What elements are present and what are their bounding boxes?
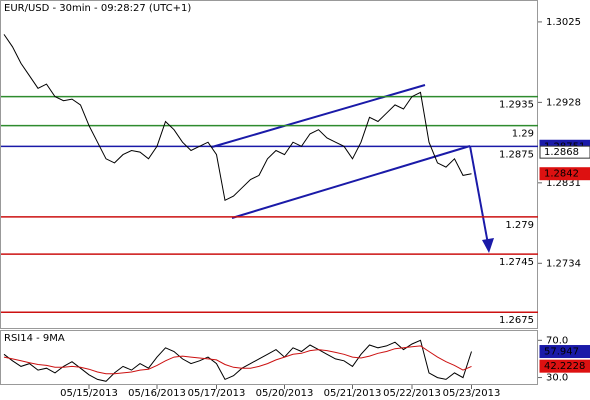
y-tick-label: 70.0 (546, 335, 568, 346)
chart-title: EUR/USD - 30min - 09:28:27 (UTC+1) (4, 3, 191, 14)
price-marker-label: 1.2868 (544, 147, 579, 158)
price-marker (539, 359, 590, 373)
x-tick-label: 05/21/2013 (324, 388, 382, 399)
level-label: 1.279 (505, 220, 534, 231)
channel-upper (211, 84, 426, 148)
series-line (3, 339, 472, 382)
y-tick-label: 1.2734 (546, 258, 581, 269)
x-tick-label: 05/20/2013 (256, 388, 314, 399)
price-marker-label: 42.2228 (544, 361, 585, 372)
price-marker (539, 145, 590, 159)
y-tick-label: 1.3025 (546, 17, 581, 28)
rsi-frame (0, 330, 538, 385)
price-marker-label: 57.947 (544, 347, 579, 358)
y-tick-label: 30.0 (546, 373, 568, 384)
x-tick-label: 05/16/2013 (128, 388, 186, 399)
price-frame (0, 0, 538, 329)
level-label: 1.2745 (499, 257, 534, 268)
price-marker-label: 1.2842 (544, 169, 579, 180)
x-tick-label: 05/17/2013 (188, 388, 246, 399)
price-marker (539, 345, 590, 359)
y-tick-label: 1.2831 (546, 178, 581, 189)
y-tick-label: 1.2928 (546, 97, 581, 108)
projection-arrow (469, 145, 489, 245)
series-line (3, 34, 472, 202)
level-label: 1.2935 (499, 100, 534, 111)
arrow-head (482, 238, 494, 253)
x-tick-label: 05/22/2013 (383, 388, 441, 399)
x-tick-label: 05/23/2013 (443, 388, 501, 399)
x-tick-label: 05/15/2013 (60, 388, 118, 399)
level-label: 1.2675 (499, 315, 534, 326)
channel-lower (231, 145, 471, 219)
level-label: 1.29 (512, 129, 534, 140)
rsi-title: RSI14 - 9MA (4, 333, 65, 344)
level-label: 1.2875 (499, 149, 534, 160)
series-line (3, 345, 472, 375)
price-marker (539, 167, 590, 181)
